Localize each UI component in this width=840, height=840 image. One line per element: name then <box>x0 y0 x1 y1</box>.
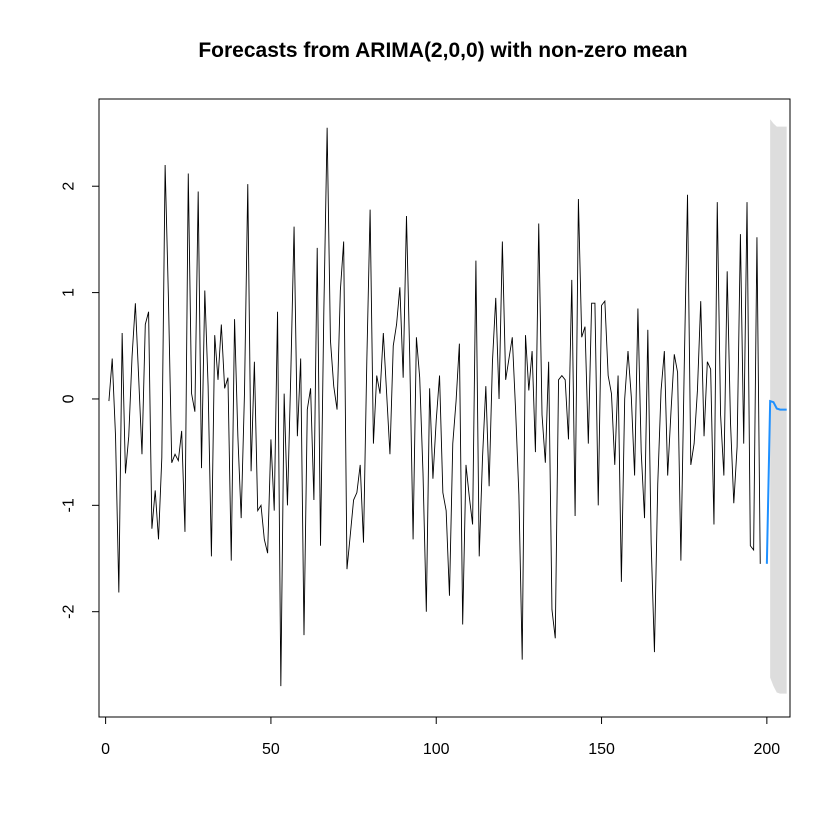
y-tick-label: 0 <box>61 394 78 403</box>
series-line <box>108 127 761 687</box>
x-tick-label: 0 <box>101 741 110 758</box>
y-axis: -2 -1 0 1 2 <box>61 182 100 619</box>
series-points <box>109 128 760 686</box>
x-tick-label: 50 <box>262 741 280 758</box>
y-tick-label: -1 <box>61 498 78 512</box>
prediction-interval-band <box>770 119 787 694</box>
x-tick-label: 100 <box>423 741 450 758</box>
x-axis: 0 50 100 150 200 <box>101 716 781 758</box>
y-tick-label: -2 <box>61 604 78 618</box>
y-tick-label: 2 <box>61 182 78 191</box>
y-tick-label: 1 <box>61 288 78 297</box>
x-tick-label: 150 <box>588 741 615 758</box>
chart-title: Forecasts from ARIMA(2,0,0) with non-zer… <box>198 39 687 62</box>
forecast-mean-line <box>765 399 787 564</box>
x-tick-label: 200 <box>754 741 781 758</box>
